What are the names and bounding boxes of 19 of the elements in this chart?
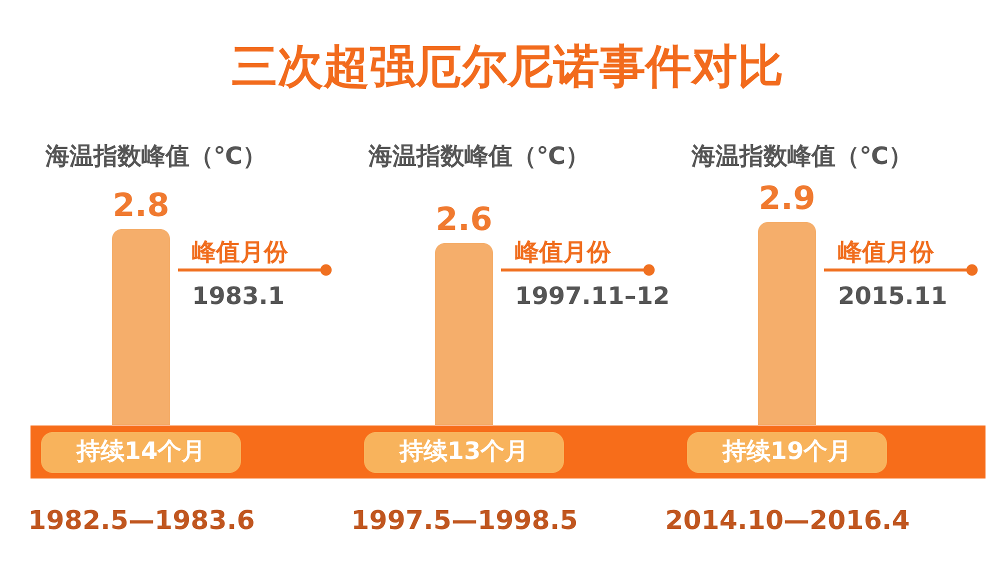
annotation: 1997.11–12 — [515, 282, 670, 310]
text: 海温指数峰值（℃） — [44, 142, 267, 170]
text: 持续14个月 — [75, 437, 206, 465]
text: 海温指数峰值（℃） — [367, 142, 590, 170]
text: 海温指数峰值（℃） — [690, 142, 913, 170]
data-label: 2.6 — [436, 200, 492, 238]
text: 持续13个月 — [398, 437, 529, 465]
data-label: 2.9 — [758, 179, 816, 217]
annotation: 峰值月份 — [838, 238, 935, 266]
x-tick-label: 2014.10—2016.4 — [665, 506, 910, 536]
x-tick-label: 1997.5—1998.5 — [351, 506, 578, 536]
x-tick-label: 1982.5—1983.6 — [28, 506, 255, 536]
chart-title: 三次超强厄尔尼诺事件对比 — [232, 39, 784, 93]
data-label: 2.8 — [112, 186, 170, 224]
annotation: 2015.11 — [838, 282, 948, 310]
text: 持续19个月 — [721, 437, 852, 465]
annotation: 峰值月份 — [192, 238, 289, 266]
annotation: 1983.1 — [192, 282, 285, 310]
annotation: 峰值月份 — [515, 238, 612, 266]
